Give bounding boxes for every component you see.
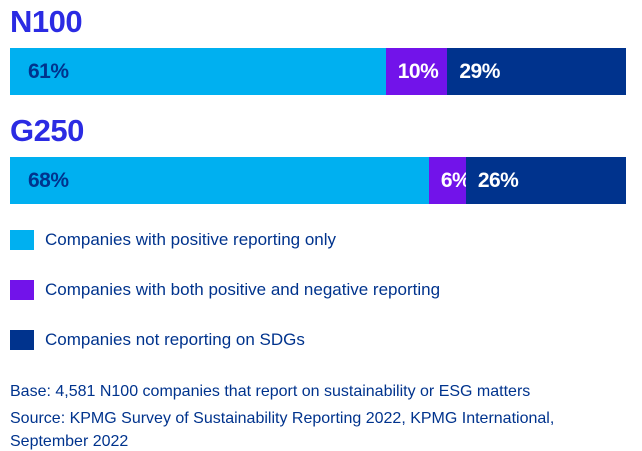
base-note: Base: 4,581 N100 companies that report o… [10, 383, 531, 400]
legend-swatch-cyan [10, 230, 34, 250]
footer: Base: 4,581 N100 companies that report o… [10, 380, 626, 451]
legend-label: Companies with both positive and negativ… [45, 280, 441, 299]
legend-swatch-purple [10, 280, 34, 300]
segment-value-label: 10% [397, 59, 439, 83]
stacked-bar-g250: 68% 6% 26% [10, 157, 626, 204]
bar-segment-g250-positive-only: 68% [10, 157, 429, 204]
legend: Companies with positive reporting only C… [10, 230, 626, 350]
bar-segment-n100-positive-and-negative: 10% [385, 48, 448, 95]
legend-item-not-reporting: Companies not reporting on SDGs [10, 330, 626, 350]
chart-area: N100 61% 10% 29% G250 68% 6% [10, 6, 626, 451]
legend-swatch-darkblue [10, 330, 34, 350]
stacked-bar-n100: 61% 10% 29% [10, 48, 626, 95]
segment-value-label: 61% [28, 59, 69, 83]
legend-item-positive-only: Companies with positive reporting only [10, 230, 626, 250]
legend-label: Companies not reporting on SDGs [45, 330, 305, 349]
legend-label: Companies with positive reporting only [45, 230, 337, 249]
group-title-g250: G250 [10, 113, 84, 148]
bar-group-n100: N100 61% 10% 29% [10, 6, 626, 95]
bar-segment-n100-positive-only: 61% [10, 48, 386, 95]
source-note: Source: KPMG Survey of Sustainability Re… [10, 410, 555, 450]
segment-value-label: 6% [440, 168, 466, 192]
group-title-n100: N100 [10, 4, 83, 39]
legend-item-positive-and-negative: Companies with both positive and negativ… [10, 280, 626, 300]
bar-segment-g250-not-reporting: 26% [465, 157, 626, 204]
segment-value-label: 29% [459, 59, 500, 83]
bar-segment-g250-positive-and-negative: 6% [428, 157, 466, 204]
segment-value-label: 26% [477, 168, 519, 192]
bar-segment-n100-not-reporting: 29% [447, 48, 626, 95]
bar-group-g250: G250 68% 6% 26% [10, 115, 626, 204]
segment-value-label: 68% [28, 168, 69, 192]
